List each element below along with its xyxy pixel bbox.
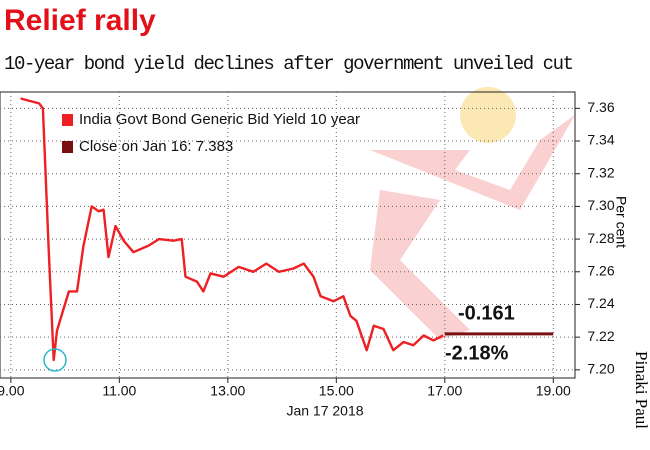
x-tick-label: 11.00	[102, 383, 136, 399]
y-tick-label: 7.26	[587, 262, 614, 278]
y-tick-label: 7.28	[587, 230, 614, 246]
plot-frame	[0, 91, 576, 379]
watermark-rupee	[370, 115, 575, 340]
chart-title: Relief rally	[4, 4, 156, 37]
marks	[20, 97, 554, 362]
y-tick-label: 7.20	[587, 361, 614, 377]
x-axis-label: Jan 17 2018	[286, 403, 363, 419]
y-tick-label: 7.30	[587, 197, 614, 213]
x-tick-label: 9.00	[0, 383, 25, 399]
y-tick-label: 7.22	[587, 328, 614, 344]
annotation: -2.18%	[445, 342, 509, 364]
legend-swatch	[62, 141, 73, 153]
x-tick-label: 17.00	[427, 383, 462, 399]
watermark-sun	[460, 87, 516, 143]
y-tick-label: 7.24	[587, 295, 614, 311]
y-axis-label: Per cent	[613, 196, 629, 248]
annotation: -0.161	[458, 302, 515, 324]
legend-swatch	[62, 114, 73, 126]
watermark	[370, 87, 575, 340]
legend-label: India Govt Bond Generic Bid Yield 10 yea…	[79, 111, 360, 128]
x-tick-label: 15.00	[319, 383, 354, 399]
y-tick-label: 7.34	[587, 132, 614, 148]
y-tick-label: 7.32	[587, 164, 614, 180]
legend-label: Close on Jan 16: 7.383	[79, 138, 233, 155]
low-highlight	[43, 348, 67, 372]
y-tick-label: 7.36	[587, 99, 614, 115]
chart-subtitle: 10-year bond yield declines after govern…	[4, 53, 574, 75]
x-tick-label: 13.00	[210, 383, 245, 399]
series-line	[20, 97, 444, 362]
credit: Pinaki Paul	[632, 351, 650, 429]
grid	[0, 92, 580, 383]
x-tick-label: 19.00	[536, 383, 571, 399]
